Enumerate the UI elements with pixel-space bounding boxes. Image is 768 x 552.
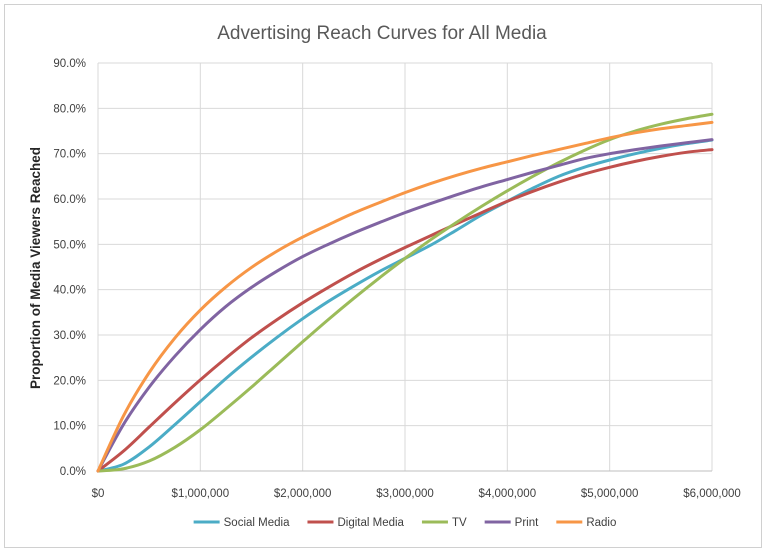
y-axis-ticks: 0.0% 10.0% 20.0% 30.0% 40.0% 50.0% 60.0% 70.0% 8… bbox=[53, 58, 86, 478]
series-lines bbox=[96, 112, 714, 473]
y-tick-label: 70.0% bbox=[53, 149, 86, 161]
x-tick-label: $6,000,000 bbox=[683, 488, 741, 500]
legend-label-tv: TV bbox=[452, 517, 467, 529]
series-line-digital-media bbox=[96, 148, 714, 473]
legend-label-print: Print bbox=[515, 517, 539, 529]
x-tick-label: $5,000,000 bbox=[581, 488, 639, 500]
gridlines bbox=[97, 62, 713, 472]
x-axis-ticks: $0 $1,000,000 $2,000,000 $3,000,000 $4,000,0… bbox=[92, 488, 741, 500]
y-tick-label: 40.0% bbox=[53, 285, 86, 297]
series-line-print bbox=[96, 138, 714, 473]
y-tick-label: 0.0% bbox=[60, 466, 86, 478]
x-tick-label: $1,000,000 bbox=[172, 488, 230, 500]
y-tick-label: 80.0% bbox=[53, 103, 86, 115]
x-tick-label: $4,000,000 bbox=[479, 488, 537, 500]
y-axis-label: Proportion of Media Viewers Reached bbox=[28, 147, 43, 389]
x-tick-label: $2,000,000 bbox=[274, 488, 332, 500]
x-tick-label: $0 bbox=[92, 488, 105, 500]
legend: Social Media Digital Media TV Print Radio bbox=[193, 517, 616, 529]
legend-label-digital-media: Digital Media bbox=[337, 517, 404, 529]
y-tick-label: 10.0% bbox=[53, 421, 86, 433]
legend-label-radio: Radio bbox=[586, 517, 616, 529]
legend-label-social-media: Social Media bbox=[224, 517, 290, 529]
y-tick-label: 30.0% bbox=[53, 330, 86, 342]
y-tick-label: 20.0% bbox=[53, 375, 86, 387]
y-tick-label: 50.0% bbox=[53, 239, 86, 251]
series-line-tv bbox=[96, 112, 714, 473]
x-tick-label: $3,000,000 bbox=[376, 488, 434, 500]
y-tick-label: 60.0% bbox=[53, 194, 86, 206]
chart-title: Advertising Reach Curves for All Media bbox=[217, 23, 547, 44]
y-tick-label: 90.0% bbox=[53, 58, 86, 70]
series-line-radio bbox=[96, 120, 714, 473]
